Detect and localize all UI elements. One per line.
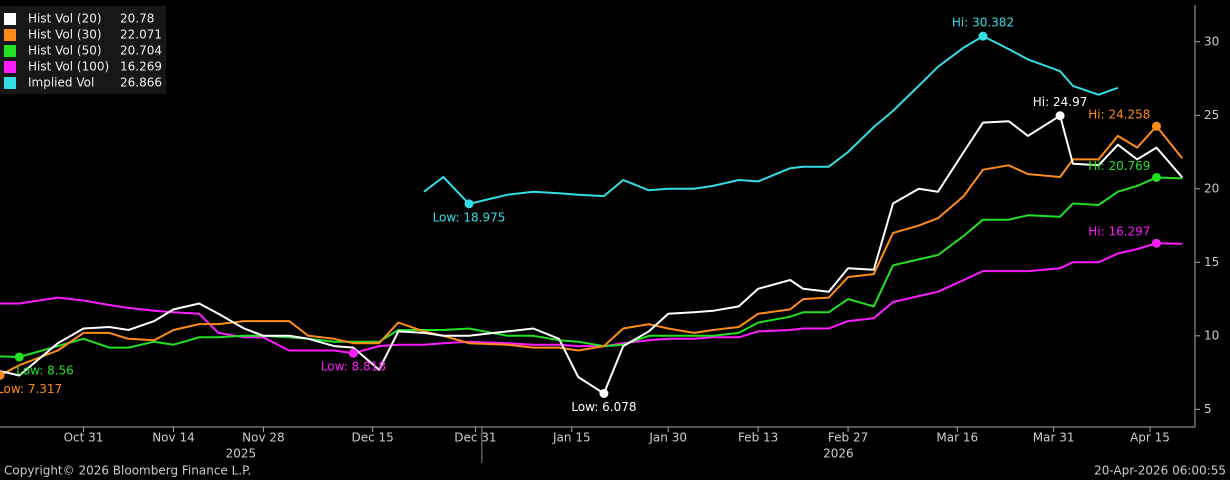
annotation-label: Low: 6.078 [571,400,636,414]
legend-swatch [4,29,16,41]
legend-label: Hist Vol (50) [28,44,102,58]
x-tick-label: Feb 27 [828,431,868,445]
annotation-label: Hi: 24.258 [1088,108,1150,122]
annotation-dot [348,348,358,358]
x-tick-label: Nov 14 [152,431,195,445]
x-tick-label: Jan 15 [552,431,591,445]
series-line [0,114,1183,395]
annotation-dot [978,31,988,41]
footer-left: Copyright© 2026 Bloomberg Finance L.P. [4,464,251,478]
legend-swatch [4,61,16,73]
y-tick-label: 15 [1204,255,1219,269]
y-tick-label: 30 [1204,34,1219,48]
legend-value: 16.269 [120,60,162,74]
annotation-label: Low: 7.317 [0,382,62,396]
x-tick-label: Mar 31 [1033,431,1075,445]
annotation-label: Low: 8.818 [321,360,386,374]
x-tick-label: Dec 15 [351,431,393,445]
x-tick-label: Nov 28 [242,431,285,445]
legend-swatch [4,45,16,57]
annotation-dot [14,352,24,362]
legend-swatch [4,77,16,89]
year-label: 2026 [823,447,854,461]
annotation-dot [1151,172,1161,182]
legend-label: Hist Vol (30) [28,28,102,42]
legend-value: 20.78 [120,12,154,26]
x-tick-label: Oct 31 [64,431,104,445]
legend-box [0,6,166,94]
annotation-dot [1151,121,1161,131]
annotation-dot [1151,238,1161,248]
annotation-label: Hi: 16.297 [1088,225,1150,239]
x-tick-label: Feb 13 [738,431,778,445]
legend-label: Implied Vol [28,76,94,90]
year-label: 2025 [226,447,257,461]
legend-swatch [4,13,16,25]
annotation-dot [464,199,474,209]
annotation-dot [1055,111,1065,121]
y-tick-label: 5 [1204,402,1212,416]
annotation-label: Hi: 30.382 [952,16,1014,30]
annotation-label: Low: 18.975 [433,210,506,224]
y-tick-label: 20 [1204,181,1219,195]
legend-value: 22.071 [120,28,162,42]
legend-label: Hist Vol (100) [28,60,109,74]
legend-value: 26.866 [120,76,162,90]
annotation-label: Low: 8.56 [16,364,74,378]
x-tick-label: Dec 31 [454,431,496,445]
annotation-label: Hi: 24.97 [1033,95,1088,109]
annotation-dot [599,389,609,399]
footer-right: 20-Apr-2026 06:00:55 [1094,464,1226,478]
series-line [423,35,1119,205]
y-tick-label: 10 [1204,328,1219,342]
x-tick-label: Apr 15 [1130,431,1170,445]
annotation-dot [0,370,5,380]
annotation-label: Hi: 20.769 [1088,159,1150,173]
legend-value: 20.704 [120,44,162,58]
x-tick-label: Mar 16 [936,431,978,445]
series-line [0,176,1183,358]
y-tick-label: 25 [1204,108,1219,122]
legend-label: Hist Vol (20) [28,12,102,26]
x-tick-label: Jan 30 [648,431,687,445]
series-line [0,125,1183,377]
